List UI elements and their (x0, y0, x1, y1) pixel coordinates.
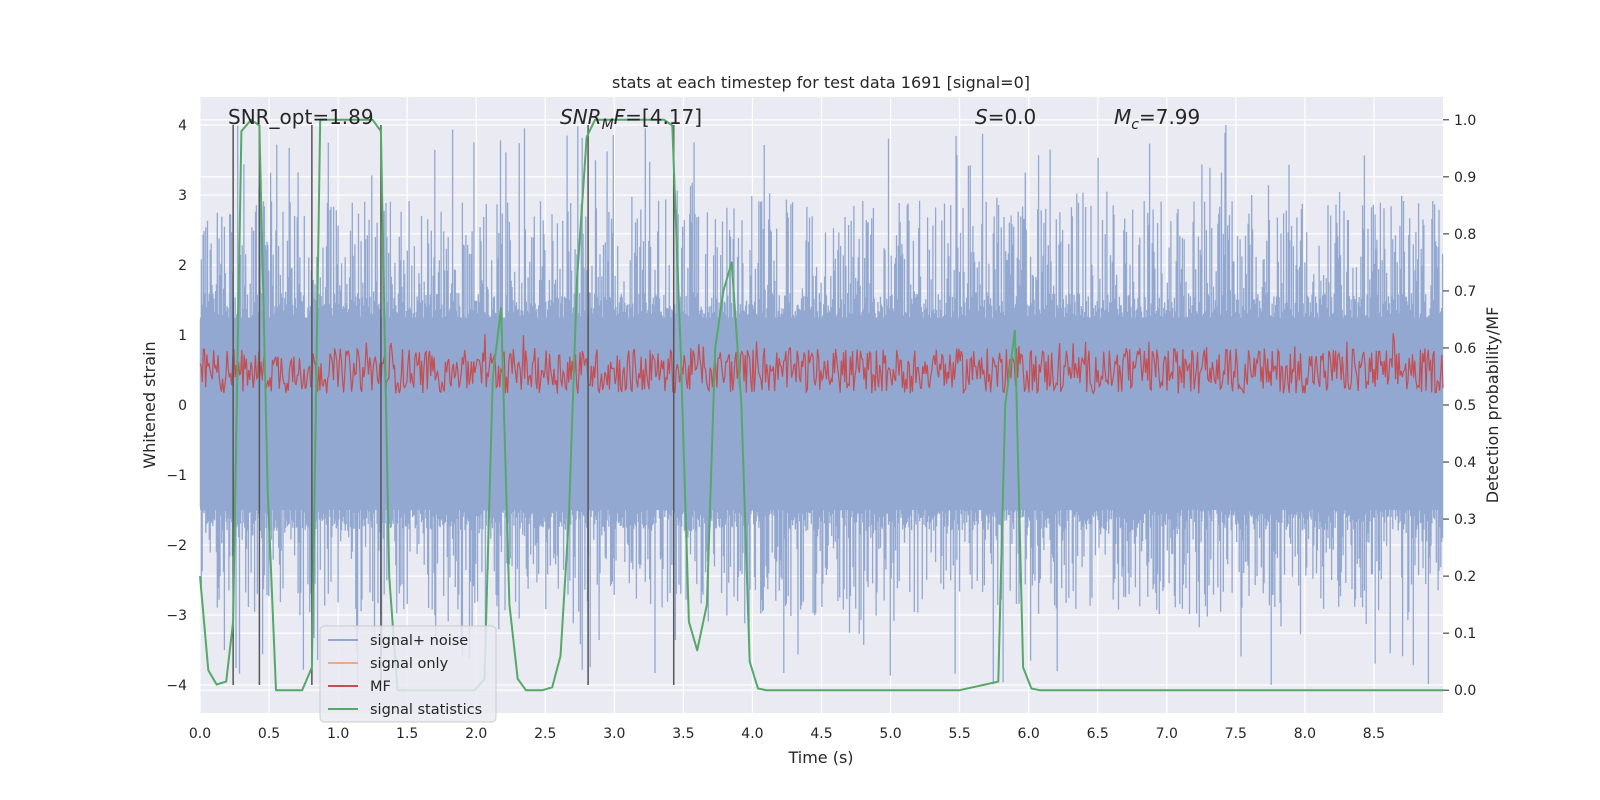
y-right-tick-label-8: 0.2 (1454, 569, 1476, 585)
s-symbol: S (975, 105, 988, 129)
y-right-tick-label-10: 0.0 (1454, 683, 1476, 699)
x-tick-label-4: 2.0 (465, 726, 487, 742)
legend-label-signal-statistics: signal statistics (370, 702, 482, 718)
annotation-snr-opt: SNR_opt=1.89 (228, 105, 374, 129)
y-right-tick-label-3: 0.7 (1454, 284, 1476, 300)
x-tick-label-6: 3.0 (603, 726, 625, 742)
x-tick-label-5: 2.5 (534, 726, 556, 742)
x-tick-label-15: 7.5 (1225, 726, 1247, 742)
x-tick-label-2: 1.0 (327, 726, 349, 742)
signal-statistics-series (199, 118, 1443, 692)
y-right-tick-label-4: 0.6 (1454, 341, 1476, 357)
annotation-s: S=0.0 (975, 105, 1036, 129)
x-tick-label-13: 6.5 (1087, 726, 1109, 742)
y-left-tick-label-7: −3 (166, 608, 187, 624)
x-tick-label-11: 5.5 (948, 726, 970, 742)
snr-mf-mid: F (614, 105, 626, 129)
legend-label-mf: MF (370, 679, 391, 695)
snr-mf-sub: M (602, 117, 614, 133)
mc-sub: c (1131, 117, 1139, 133)
y-axis-left-label: Whitened strain (140, 341, 159, 468)
y-left-tick-label-1: 3 (178, 188, 187, 204)
mf-line (199, 333, 1444, 395)
y-left-tick-label-8: −4 (166, 678, 187, 694)
x-axis-label: Time (s) (787, 748, 853, 767)
y-right-tick-label-1: 0.9 (1454, 170, 1476, 186)
legend-label-signal-noise: signal+ noise (370, 633, 468, 649)
snr-mf-value: =[4.17] (625, 105, 702, 129)
x-tick-label-1: 0.5 (258, 726, 280, 742)
y-left-tick-label-2: 2 (178, 258, 187, 274)
x-axis-ticks: 0.0 0.5 1.0 1.5 2.0 2.5 3.0 3.5 4.0 4.5 5.0 5.5 6.0 6… (189, 726, 1385, 742)
x-tick-label-17: 8.5 (1363, 726, 1385, 742)
y-left-tick-label-5: −1 (166, 468, 187, 484)
annotation-snr-mf: SNRMF=[4.17] (560, 105, 702, 133)
mc-symbol: M (1114, 105, 1131, 129)
y-left-tick-label-3: 1 (178, 328, 187, 344)
annotation-mc: Mc=7.99 (1114, 105, 1200, 133)
y-left-tick-label-4: 0 (178, 398, 187, 414)
x-tick-label-3: 1.5 (396, 726, 418, 742)
y-left-tick-label-0: 4 (178, 118, 187, 134)
x-tick-label-14: 7.0 (1156, 726, 1178, 742)
y-right-tick-label-0: 1.0 (1454, 113, 1476, 129)
x-tick-label-7: 3.5 (672, 726, 694, 742)
chart-title: stats at each timestep for test data 169… (612, 73, 1030, 92)
x-tick-label-8: 4.0 (741, 726, 763, 742)
vertical-markers (232, 125, 675, 685)
y-right-tick-label-5: 0.5 (1454, 398, 1476, 414)
y-left-tick-label-6: −2 (166, 538, 187, 554)
x-tick-label-12: 6.0 (1018, 726, 1040, 742)
mc-value: =7.99 (1139, 105, 1200, 129)
x-tick-label-0: 0.0 (189, 726, 211, 742)
x-tick-label-16: 8.0 (1294, 726, 1316, 742)
y-axis-right-label: Detection probability/MF (1483, 307, 1502, 504)
legend-label-signal-only: signal only (370, 656, 449, 672)
y-right-tick-label-7: 0.3 (1454, 512, 1476, 528)
y-axis-right-ticks: 1.0 0.9 0.8 0.7 0.6 0.5 0.4 0.3 0.2 0.1 0.0 (1443, 113, 1476, 699)
y-right-tick-label-6: 0.4 (1454, 455, 1476, 471)
snr-mf-prefix: SNR (560, 105, 602, 129)
y-right-tick-label-9: 0.1 (1454, 626, 1476, 642)
signal-statistics-line (199, 118, 1443, 692)
legend-box (319, 625, 497, 723)
mf-series (199, 333, 1444, 395)
y-right-tick-label-2: 0.8 (1454, 227, 1476, 243)
legend: signal+ noise signal only MF signal stat… (319, 625, 497, 723)
x-tick-label-10: 5.0 (879, 726, 901, 742)
s-value: =0.0 (988, 105, 1037, 129)
x-tick-label-9: 4.5 (810, 726, 832, 742)
y-axis-left-ticks: 4 3 2 1 0 −1 −2 −3 −4 (166, 118, 187, 694)
